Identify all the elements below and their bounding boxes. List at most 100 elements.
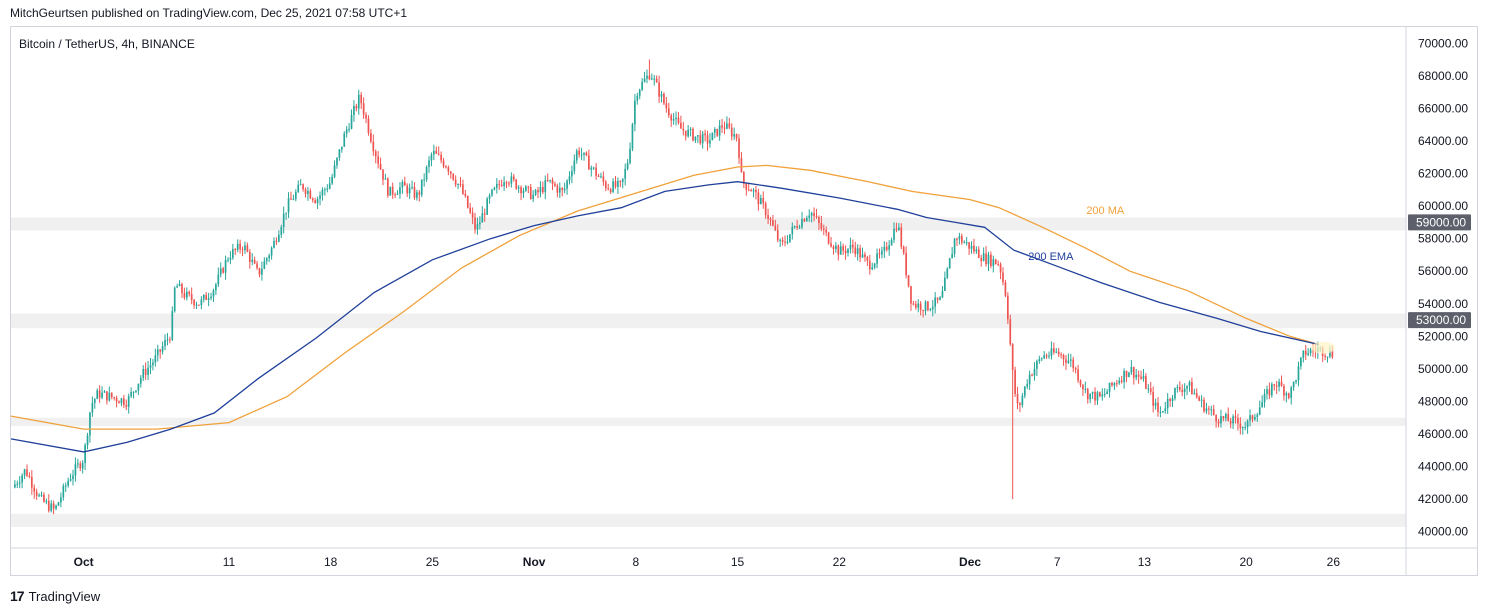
candle-body bbox=[370, 132, 372, 142]
candle-body bbox=[730, 127, 733, 137]
candle-body bbox=[1263, 393, 1266, 403]
candle-body bbox=[721, 125, 723, 128]
candle-body bbox=[617, 180, 619, 187]
candle-body bbox=[636, 95, 639, 101]
candle-body bbox=[1295, 380, 1297, 382]
candle-body bbox=[1309, 349, 1312, 354]
candle-body bbox=[696, 135, 699, 137]
candle-body bbox=[1028, 374, 1031, 385]
candle-body bbox=[413, 187, 416, 198]
candle-body bbox=[1157, 402, 1159, 412]
y-tick-label: 52000.00 bbox=[1418, 329, 1468, 343]
candle-body bbox=[1118, 380, 1121, 384]
candle-body bbox=[578, 150, 581, 155]
candle-body bbox=[299, 184, 302, 186]
candle-body bbox=[956, 238, 958, 240]
candle-body bbox=[241, 249, 244, 251]
candle-body bbox=[944, 277, 946, 291]
candle-body bbox=[333, 165, 336, 177]
candle-body bbox=[314, 200, 317, 204]
candle-body bbox=[435, 150, 438, 154]
ema-200-line bbox=[10, 181, 1319, 453]
candle-body bbox=[285, 212, 287, 214]
candle-body bbox=[1324, 355, 1326, 357]
candle-body bbox=[408, 187, 411, 194]
candle-body bbox=[127, 396, 130, 407]
candle-body bbox=[890, 239, 893, 246]
candle-body bbox=[902, 246, 905, 253]
candle-body bbox=[469, 207, 472, 213]
candle-body bbox=[767, 215, 769, 219]
y-tick-label: 48000.00 bbox=[1418, 394, 1468, 408]
candle-body bbox=[1106, 391, 1108, 394]
candle-body bbox=[411, 187, 413, 189]
candle-body bbox=[89, 412, 91, 436]
candle-body bbox=[1050, 348, 1053, 356]
candle-body bbox=[307, 190, 309, 194]
candle-body bbox=[583, 152, 585, 155]
candle-body bbox=[701, 133, 704, 144]
candle-body bbox=[389, 186, 392, 196]
candle-body bbox=[839, 246, 842, 255]
candle-body bbox=[483, 213, 486, 215]
candle-body bbox=[156, 349, 159, 356]
candle-body bbox=[21, 475, 23, 483]
candle-body bbox=[515, 179, 518, 189]
candle-body bbox=[488, 195, 491, 199]
y-tick-label: 64000.00 bbox=[1418, 134, 1468, 148]
candle-body bbox=[541, 186, 544, 193]
candle-body bbox=[326, 188, 329, 190]
candle-body bbox=[1099, 392, 1101, 397]
candle-body bbox=[1287, 393, 1290, 398]
candle-body bbox=[202, 294, 205, 300]
candle-body bbox=[755, 190, 757, 193]
candle-body bbox=[60, 497, 62, 503]
candle-body bbox=[321, 189, 324, 196]
y-tick-label: 44000.00 bbox=[1418, 460, 1468, 474]
candle-body bbox=[604, 181, 607, 189]
candle-body bbox=[779, 239, 782, 241]
candle-body bbox=[294, 191, 297, 200]
candle-body bbox=[62, 485, 65, 498]
candle-body bbox=[1285, 393, 1288, 396]
candle-body bbox=[248, 251, 251, 262]
candle-body bbox=[278, 234, 280, 242]
candle-body bbox=[1004, 282, 1007, 296]
candle-body bbox=[1137, 374, 1140, 377]
candle-body bbox=[1169, 398, 1171, 402]
candle-body bbox=[275, 240, 278, 242]
candle-body bbox=[893, 228, 895, 240]
candle-body bbox=[1188, 382, 1191, 386]
candle-body bbox=[745, 183, 748, 190]
candle-body bbox=[1062, 354, 1065, 360]
candle-body bbox=[813, 213, 815, 217]
candle-body bbox=[331, 176, 333, 184]
candle-body bbox=[442, 160, 445, 167]
ma-annotation: 200 MA bbox=[1086, 205, 1125, 217]
candle-body bbox=[626, 162, 629, 169]
candle-body bbox=[169, 339, 171, 341]
candle-body bbox=[1101, 394, 1104, 397]
candle-body bbox=[672, 119, 675, 121]
candle-body bbox=[391, 186, 394, 195]
candle-body bbox=[525, 186, 527, 191]
candle-body bbox=[464, 193, 467, 196]
candle-body bbox=[774, 225, 777, 231]
candle-body bbox=[466, 195, 469, 208]
candle-body bbox=[1130, 367, 1133, 373]
candle-body bbox=[973, 245, 975, 252]
candle-body bbox=[747, 189, 750, 191]
candle-body bbox=[646, 75, 648, 79]
candle-body bbox=[447, 167, 450, 172]
candle-body bbox=[801, 219, 803, 228]
candle-body bbox=[917, 303, 920, 308]
candle-body bbox=[309, 190, 312, 199]
candle-body bbox=[803, 219, 806, 222]
candle-body bbox=[699, 135, 702, 144]
candle-body bbox=[176, 286, 178, 288]
candle-body bbox=[1060, 354, 1062, 356]
candle-body bbox=[1123, 370, 1125, 382]
candle-body bbox=[147, 367, 149, 375]
candle-body bbox=[970, 245, 973, 249]
